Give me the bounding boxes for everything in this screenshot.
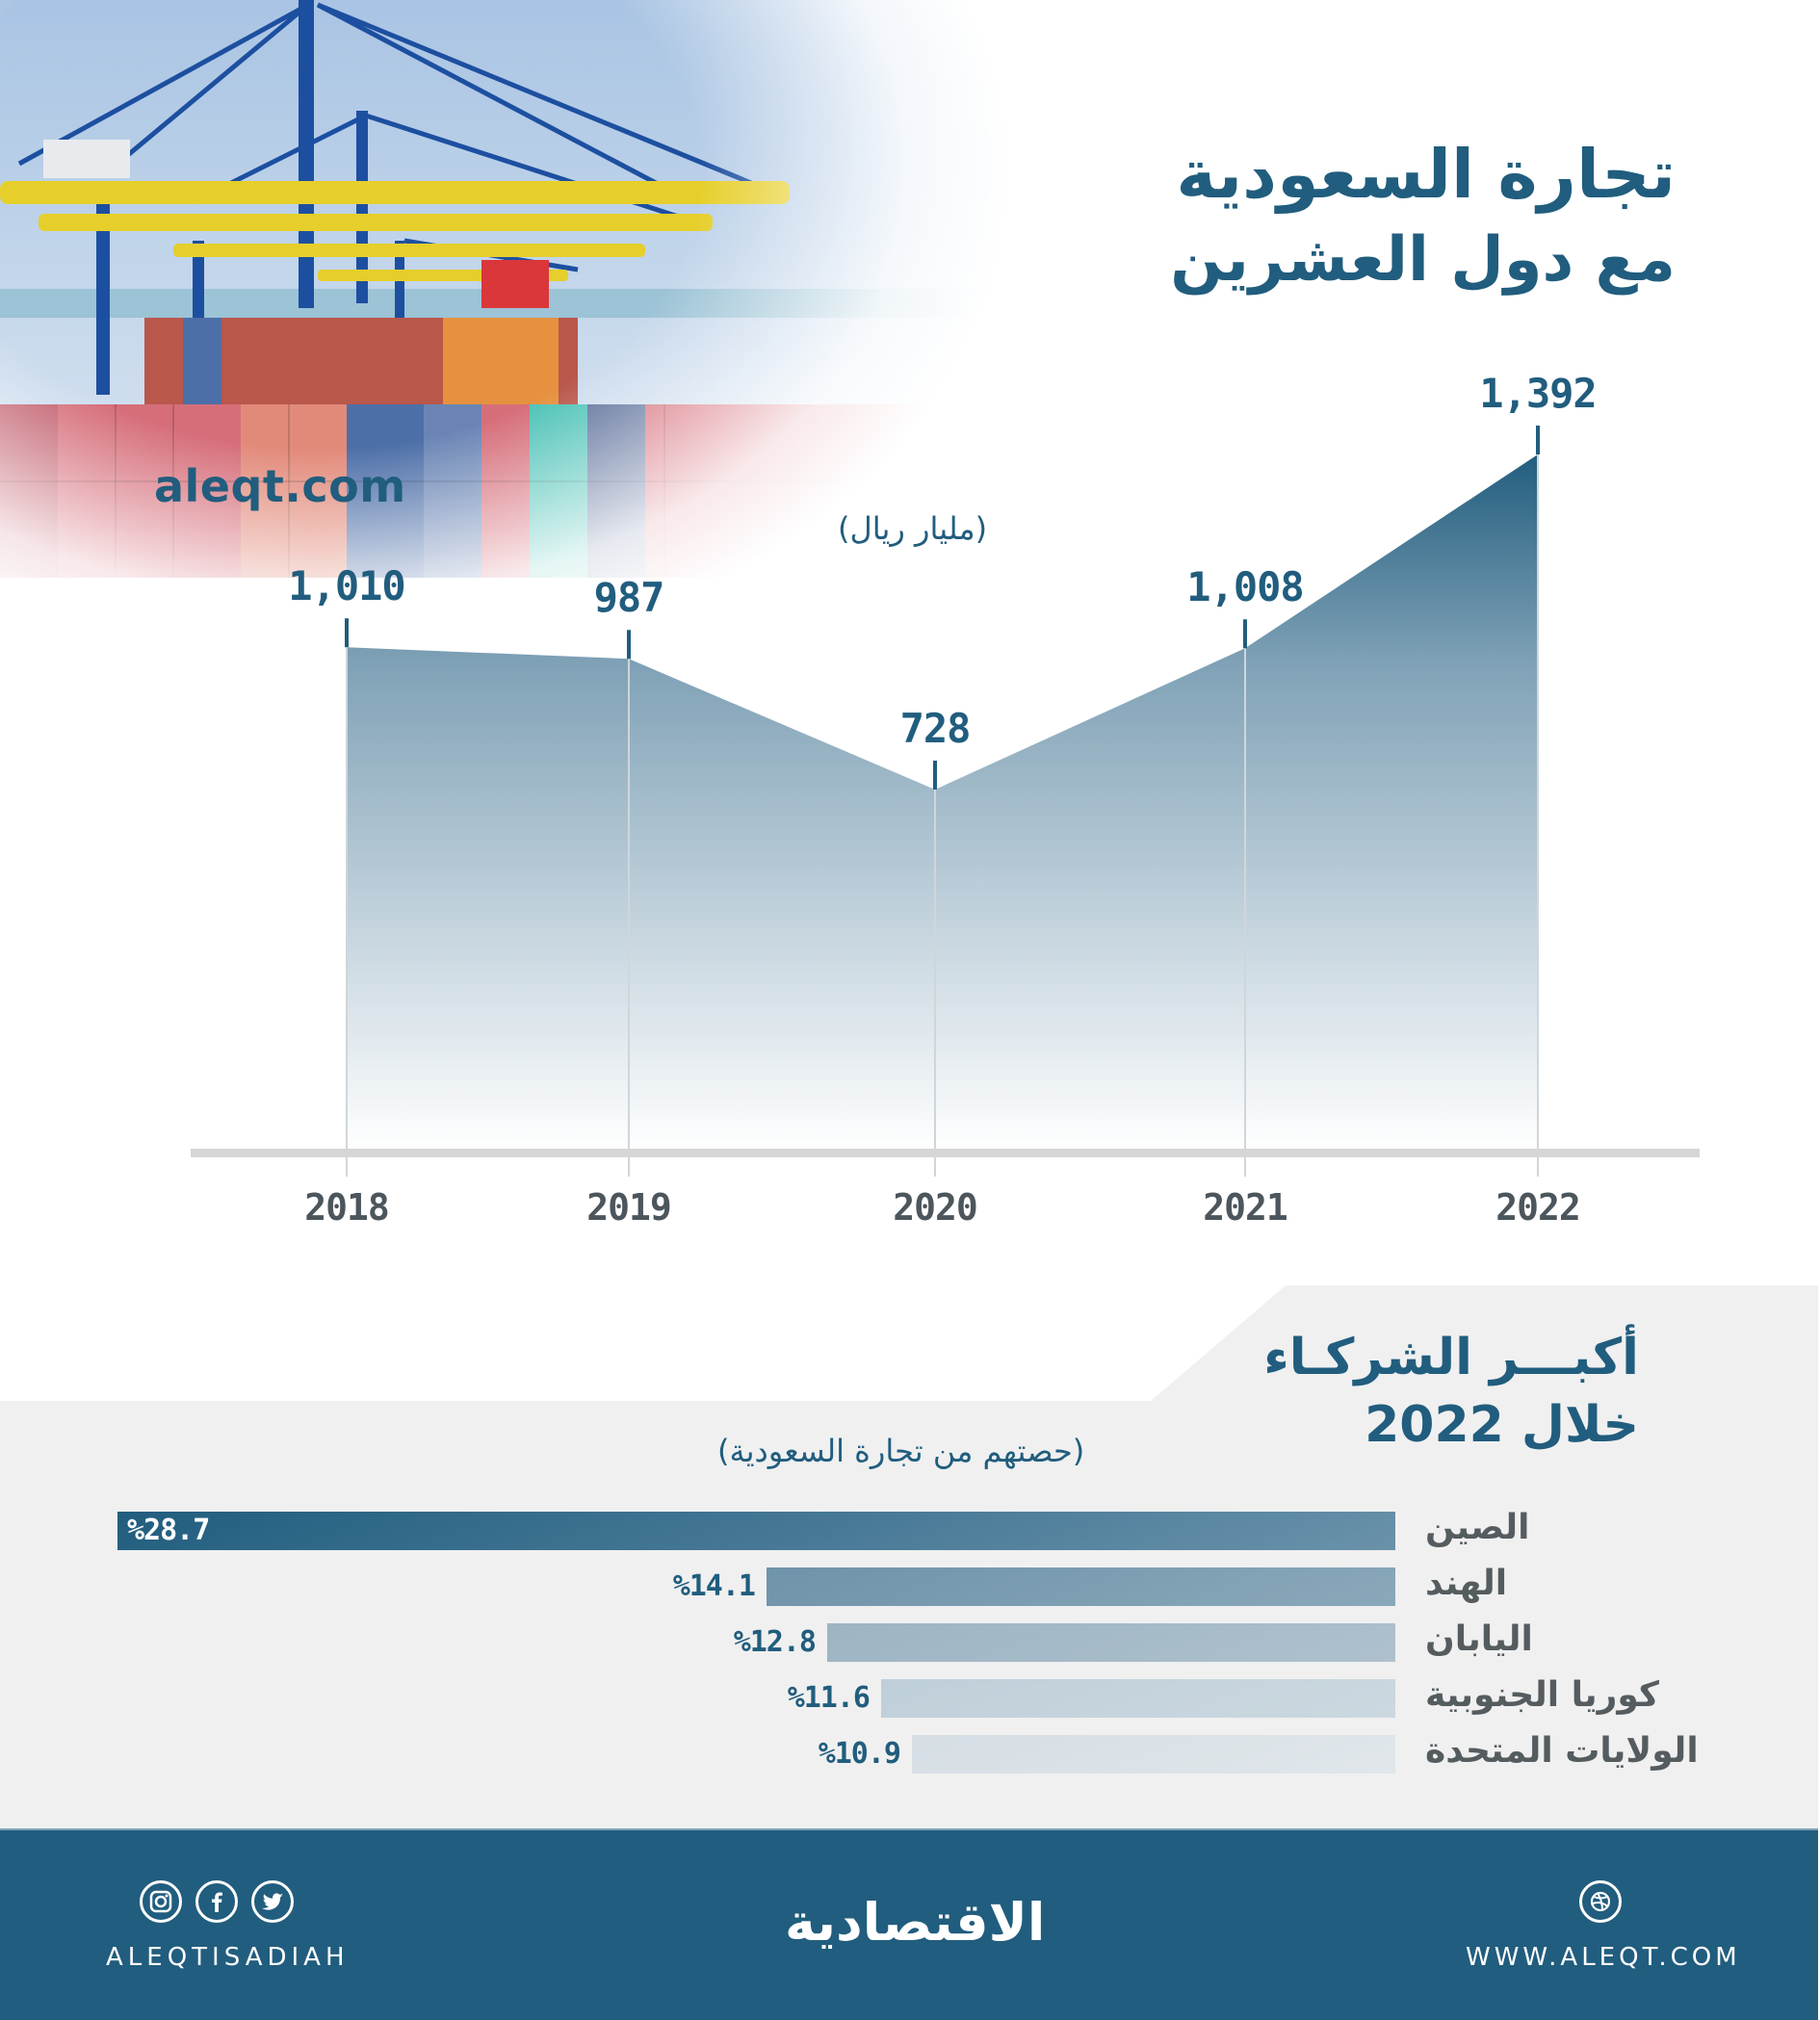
footer bbox=[0, 1828, 1818, 2020]
header-photo-port-cranes bbox=[0, 0, 1040, 578]
bar-value-label: %28.7 bbox=[127, 1514, 210, 1547]
x-axis-tick-label: 2019 bbox=[586, 1186, 672, 1229]
bar bbox=[827, 1623, 1395, 1662]
bar-row: %14.1 الهند bbox=[0, 1564, 1818, 1606]
value-label: 1,392 bbox=[1479, 370, 1597, 417]
bar-row: %28.7 الصين bbox=[0, 1508, 1818, 1550]
partners-subtitle: (حصتهم من تجارة السعودية) bbox=[717, 1433, 1085, 1469]
x-axis-tick-label: 2018 bbox=[304, 1186, 390, 1229]
bar-value-label: %10.9 bbox=[818, 1737, 901, 1771]
partners-title-line-1: أكبـــر الشركـاء bbox=[1263, 1329, 1639, 1386]
value-label: 987 bbox=[593, 574, 665, 622]
page-title: تجارة السعودية مع دول العشرين bbox=[1170, 130, 1676, 301]
instagram-icon[interactable] bbox=[140, 1880, 182, 1923]
x-axis-tick-label: 2021 bbox=[1203, 1186, 1288, 1229]
x-axis-line bbox=[191, 1149, 1700, 1157]
bar-value-label: %11.6 bbox=[787, 1681, 871, 1715]
chart-unit-label: (مليار ريال) bbox=[838, 510, 988, 547]
bar-row: %12.8 اليابان bbox=[0, 1619, 1818, 1662]
social-links bbox=[140, 1880, 294, 1923]
twitter-icon[interactable] bbox=[251, 1880, 294, 1923]
site-watermark: aleqt.com bbox=[154, 460, 406, 512]
value-label: 728 bbox=[899, 705, 972, 752]
website-link[interactable]: WWW.ALEQT.COM bbox=[1466, 1943, 1741, 1972]
partners-title: أكبـــر الشركـاء خلال 2022 bbox=[1263, 1324, 1639, 1459]
bar-row: %11.6 كوريا الجنوبية bbox=[0, 1675, 1818, 1718]
publication-logo: الاقتصادية bbox=[785, 1892, 1046, 1953]
x-axis-tick-label: 2020 bbox=[893, 1186, 978, 1229]
bar bbox=[881, 1679, 1395, 1718]
bar-category-label: الولايات المتحدة bbox=[1425, 1731, 1699, 1771]
right-edge-strip bbox=[1818, 0, 1820, 2020]
facebook-icon[interactable] bbox=[195, 1880, 238, 1923]
bar-category-label: الصين bbox=[1425, 1508, 1530, 1547]
value-label: 1,008 bbox=[1186, 563, 1304, 611]
title-line-1: تجارة السعودية bbox=[1176, 135, 1676, 214]
partners-title-line-2: خلال 2022 bbox=[1365, 1396, 1639, 1454]
bar bbox=[912, 1735, 1395, 1774]
bar-value-label: %14.1 bbox=[672, 1569, 756, 1603]
bar bbox=[767, 1567, 1395, 1606]
x-axis-tick-label: 2022 bbox=[1495, 1186, 1581, 1229]
bar bbox=[117, 1512, 1395, 1550]
bar-category-label: الهند bbox=[1425, 1564, 1508, 1603]
title-line-2: مع دول العشرين bbox=[1170, 224, 1676, 296]
dribbble-globe-icon[interactable] bbox=[1579, 1880, 1622, 1923]
bar-row: %10.9 الولايات المتحدة bbox=[0, 1731, 1818, 1774]
bar-category-label: اليابان bbox=[1425, 1619, 1533, 1659]
bar-category-label: كوريا الجنوبية bbox=[1425, 1675, 1659, 1715]
bar-value-label: %12.8 bbox=[733, 1625, 817, 1659]
social-handle: ALEQTISADIAH bbox=[106, 1943, 350, 1972]
